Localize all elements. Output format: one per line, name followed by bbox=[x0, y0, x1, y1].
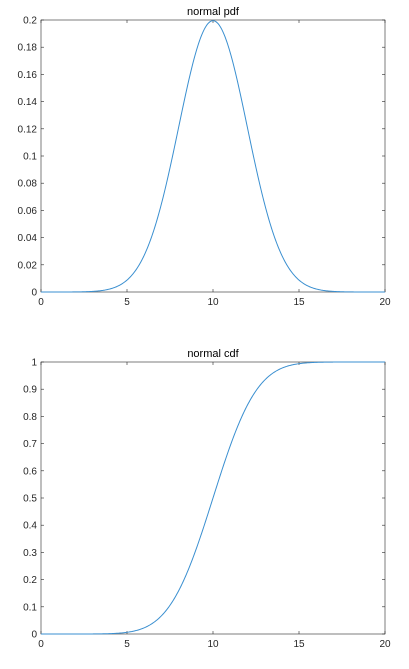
cdf-y-tick-label: 1 bbox=[31, 358, 37, 369]
cdf-y-tick-label: 0.5 bbox=[23, 494, 37, 505]
cdf-x-tick-label: 10 bbox=[207, 639, 219, 650]
cdf-y-tick-label: 0.3 bbox=[23, 548, 37, 559]
cdf-y-tick-label: 0.4 bbox=[23, 521, 37, 532]
cdf-x-tick-label: 0 bbox=[38, 639, 44, 650]
pdf-series-line bbox=[41, 20, 385, 293]
cdf-x-tick-label: 15 bbox=[293, 639, 305, 650]
pdf-y-tick-label: 0.06 bbox=[18, 206, 38, 217]
pdf-x-tick-label: 15 bbox=[293, 297, 305, 308]
pdf-x-tick-label: 0 bbox=[38, 297, 44, 308]
pdf-y-tick-label: 0.04 bbox=[18, 233, 38, 244]
cdf-y-tick-label: 0.8 bbox=[23, 412, 37, 423]
cdf-chart: normal cdf 0 5 10 15 20 0 0.1 0.2 0.3 0.4 0.5 0.6 0.7… bbox=[23, 348, 391, 650]
pdf-y-tick-label: 0.1 bbox=[23, 152, 37, 163]
cdf-y-tick-label: 0 bbox=[31, 630, 37, 641]
cdf-y-tick-label: 0.6 bbox=[23, 466, 37, 477]
pdf-chart: normal pdf 0 5 10 15 20 0 0.02 0.04 0.06 0.08 0.1 0.… bbox=[18, 6, 391, 308]
pdf-x-tick-label: 20 bbox=[379, 297, 391, 308]
pdf-y-tick-label: 0 bbox=[31, 288, 37, 299]
cdf-x-tick-label: 20 bbox=[379, 639, 391, 650]
cdf-y-tick-label: 0.2 bbox=[23, 575, 37, 586]
pdf-y-tick-label: 0.14 bbox=[18, 97, 38, 108]
pdf-y-tick-label: 0.12 bbox=[18, 124, 38, 135]
pdf-x-tick-label: 10 bbox=[207, 297, 219, 308]
pdf-axes-box bbox=[40, 19, 386, 293]
pdf-x-tick-label: 5 bbox=[124, 297, 130, 308]
cdf-y-tick-label: 0.9 bbox=[23, 385, 37, 396]
pdf-y-tick-label: 0.02 bbox=[18, 260, 38, 271]
pdf-chart-title: normal pdf bbox=[187, 6, 240, 18]
pdf-y-tick-label: 0.18 bbox=[18, 43, 38, 54]
cdf-series-line bbox=[41, 361, 385, 635]
cdf-chart-title: normal cdf bbox=[187, 348, 239, 360]
cdf-y-tick-label: 0.7 bbox=[23, 439, 37, 450]
pdf-y-tick-label: 0.2 bbox=[23, 16, 37, 27]
cdf-x-tick-label: 5 bbox=[124, 639, 130, 650]
pdf-y-tick-label: 0.16 bbox=[18, 70, 38, 81]
cdf-y-tick-label: 0.1 bbox=[23, 602, 37, 613]
pdf-y-tick-label: 0.08 bbox=[18, 179, 38, 190]
